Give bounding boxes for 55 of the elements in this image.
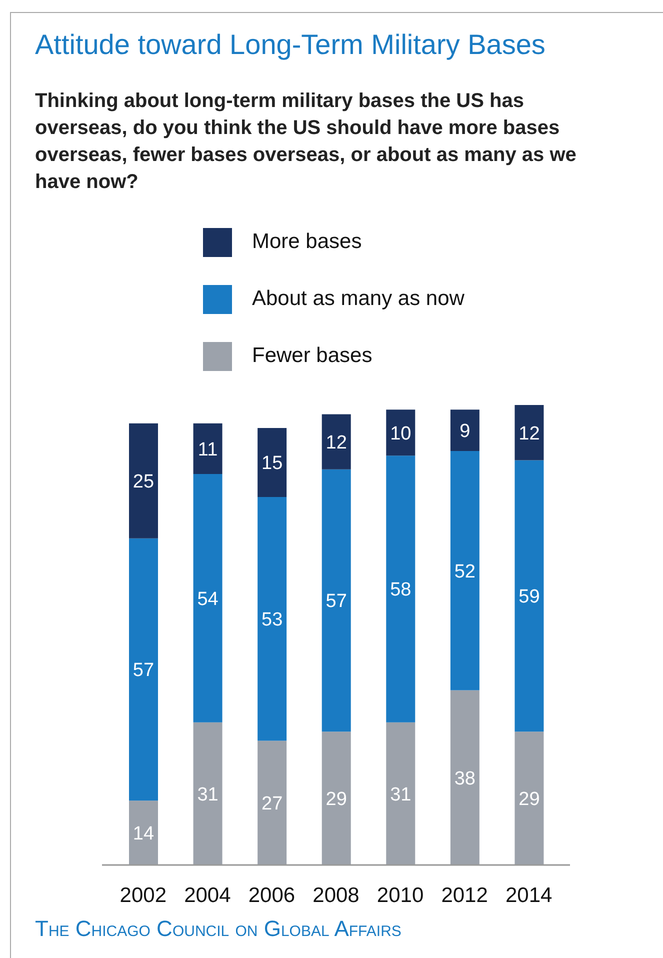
bar <box>258 428 287 497</box>
data-label: 9 <box>460 421 470 442</box>
x-tick-label: 2012 <box>441 884 488 907</box>
x-tick-label: 2010 <box>376 884 424 907</box>
data-label: 38 <box>454 768 476 790</box>
bar <box>322 469 351 732</box>
bar <box>386 410 416 456</box>
data-label: 11 <box>198 439 218 460</box>
x-tick-label: 2006 <box>248 884 296 907</box>
data-label: 12 <box>326 432 347 454</box>
bar <box>258 497 287 741</box>
data-label: 57 <box>326 591 347 612</box>
legend-label: Fewer bases <box>252 344 372 368</box>
x-tick-label: 2008 <box>312 884 360 907</box>
bar <box>129 538 158 801</box>
x-tick-label: 2004 <box>184 884 232 907</box>
chart-subtitle: Thinking about long-term military bases the US has overseas, do you think the US should have more bases overseas, fewer bases overseas, or about as many as we have now? <box>35 89 578 195</box>
data-label: 53 <box>262 610 283 631</box>
chart-title: Attitude toward Long-Term Military Bases <box>35 28 546 62</box>
data-label: 31 <box>390 784 412 806</box>
data-label: 27 <box>262 794 283 815</box>
text: The Chicago Council on Global Affairs <box>35 916 402 942</box>
bar <box>450 451 480 690</box>
data-label: 10 <box>390 423 412 444</box>
x-tick-label: 2002 <box>120 884 166 907</box>
data-label: 29 <box>518 789 540 810</box>
data-label: 25 <box>132 472 154 493</box>
legend-label: About as many as now <box>252 287 464 311</box>
bar <box>193 423 222 474</box>
data-label: 58 <box>390 580 412 601</box>
data-label: 52 <box>454 561 476 582</box>
bar <box>514 405 544 460</box>
data-label: 14 <box>132 824 154 845</box>
bar <box>386 456 416 722</box>
bar <box>322 732 351 865</box>
bar <box>450 690 480 865</box>
bar <box>258 740 287 865</box>
data-label: 15 <box>262 453 283 474</box>
x-tick-label: 2014 <box>506 884 553 907</box>
bar <box>129 800 158 865</box>
data-label: 57 <box>132 660 154 682</box>
data-label: 54 <box>197 588 219 610</box>
bar <box>129 423 158 538</box>
data-label: 31 <box>197 784 218 806</box>
bar <box>322 414 351 470</box>
bar <box>386 722 416 865</box>
bar <box>193 722 222 865</box>
bar <box>193 474 222 722</box>
bar <box>514 732 544 865</box>
data-label: 29 <box>326 789 347 810</box>
data-label: 12 <box>518 423 540 444</box>
bar <box>514 460 544 732</box>
bar <box>450 410 480 451</box>
data-label: 59 <box>518 586 540 608</box>
legend-label: More bases <box>252 230 362 254</box>
